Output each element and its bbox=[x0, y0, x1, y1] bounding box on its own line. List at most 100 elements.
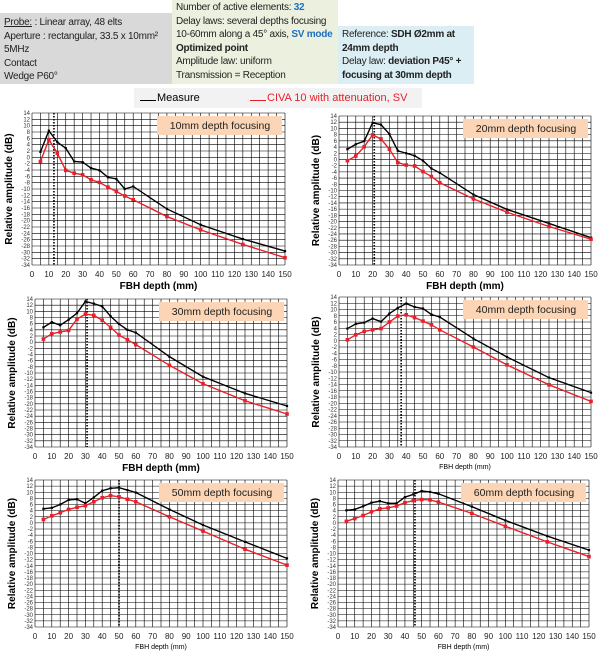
civa-data-point bbox=[589, 237, 593, 242]
x-tick-label: 150 bbox=[582, 632, 596, 641]
chart-title-box bbox=[463, 119, 588, 138]
civa-data-point bbox=[117, 333, 121, 337]
x-tick-label: 110 bbox=[516, 632, 529, 641]
y-tick-label: -10 bbox=[328, 370, 337, 376]
x-tick-label: 20 bbox=[64, 452, 73, 461]
chart-title: 30mm depth focusing bbox=[172, 306, 273, 318]
x-tick-label: 150 bbox=[584, 270, 598, 279]
civa-data-point bbox=[471, 197, 476, 201]
civa-data-point bbox=[362, 144, 366, 149]
x-tick-label: 140 bbox=[261, 270, 275, 279]
measure-data-point bbox=[67, 498, 70, 502]
y-tick-label: 2 bbox=[27, 149, 31, 155]
x-tick-label: 100 bbox=[196, 632, 210, 641]
probe-label: Probe: bbox=[4, 17, 32, 28]
y-tick-label: 2 bbox=[30, 334, 34, 340]
y-tick-label: -34 bbox=[21, 263, 30, 269]
measure-data-point bbox=[405, 302, 408, 305]
x-tick-label: 40 bbox=[402, 452, 411, 461]
x-tick-label: 30 bbox=[81, 632, 90, 641]
measure-data-point bbox=[438, 315, 441, 319]
y-tick-label: -10 bbox=[24, 552, 33, 558]
y-tick-label: -20 bbox=[24, 582, 33, 588]
y-tick-label: -32 bbox=[327, 619, 336, 625]
x-tick-label: 0 bbox=[30, 270, 35, 279]
x-tick-label: 30 bbox=[81, 452, 90, 461]
y-tick-label: -18 bbox=[24, 396, 33, 402]
delay-law-label: Delay law: bbox=[342, 56, 389, 67]
measure-data-point bbox=[126, 328, 129, 331]
x-tick-label: 50 bbox=[419, 452, 428, 461]
x-tick-label: 120 bbox=[230, 452, 244, 461]
measure-data-point bbox=[363, 140, 366, 143]
measure-data-point bbox=[201, 523, 205, 527]
measure-data-point bbox=[413, 305, 416, 309]
x-axis-label: FBH depth (mm) bbox=[438, 644, 490, 651]
y-tick-label: -18 bbox=[21, 212, 30, 218]
y-tick-label: -18 bbox=[328, 213, 337, 219]
measure-data-point bbox=[285, 404, 289, 408]
measure-data-point bbox=[370, 501, 373, 504]
measure-data-point bbox=[412, 493, 415, 496]
y-tick-label: 14 bbox=[23, 111, 30, 117]
amplitude-law: Amplitude law: uniform bbox=[176, 56, 272, 67]
civa-data-point bbox=[131, 197, 135, 202]
x-tick-label: 30 bbox=[384, 632, 393, 641]
civa-data-point bbox=[404, 313, 408, 317]
y-tick-label: -26 bbox=[24, 420, 33, 426]
measure-data-point bbox=[354, 143, 357, 146]
civa-data-point bbox=[134, 499, 138, 504]
y-tick-label: -32 bbox=[24, 439, 33, 445]
x-tick-label: 90 bbox=[182, 632, 191, 641]
measure-data-point bbox=[345, 509, 348, 512]
civa-data-point bbox=[379, 137, 383, 141]
y-axis-label: Relative amplitude (dB) bbox=[310, 498, 321, 609]
x-axis-label: FBH depth (mm) bbox=[426, 281, 504, 292]
x-tick-label: 110 bbox=[213, 632, 226, 641]
chart-6: -34-32-30-28-26-24-22-20-18-16-14-12-10-… bbox=[310, 478, 596, 651]
measure-data-point bbox=[81, 160, 84, 164]
x-tick-label: 100 bbox=[500, 452, 514, 461]
x-tick-label: 90 bbox=[486, 452, 495, 461]
y-tick-label: 12 bbox=[23, 117, 30, 123]
measure-data-point bbox=[75, 312, 79, 315]
y-tick-label: -34 bbox=[327, 625, 336, 631]
measure-data-point bbox=[430, 167, 433, 170]
measure-data-point bbox=[379, 123, 383, 126]
measure-series-line bbox=[347, 122, 592, 239]
measure-series-line bbox=[43, 486, 288, 560]
y-tick-label: -20 bbox=[21, 219, 30, 225]
measure-data-point bbox=[42, 326, 45, 329]
civa-data-point bbox=[83, 312, 88, 316]
x-tick-label: 150 bbox=[584, 452, 598, 461]
measure-data-point bbox=[353, 508, 356, 511]
y-tick-label: -8 bbox=[25, 181, 31, 187]
civa-data-point bbox=[419, 497, 424, 502]
x-tick-label: 40 bbox=[98, 452, 107, 461]
y-tick-label: -20 bbox=[328, 401, 337, 407]
y-tick-label: -12 bbox=[328, 195, 337, 201]
civa-data-point bbox=[352, 516, 357, 521]
x-tick-label: 50 bbox=[112, 270, 121, 279]
y-tick-label: -30 bbox=[328, 433, 337, 439]
measure-data-point bbox=[421, 307, 425, 310]
y-tick-label: -24 bbox=[328, 414, 337, 420]
civa-data-point bbox=[241, 242, 245, 247]
probe-frequency: 5MHz bbox=[4, 44, 30, 55]
y-tick-label: -8 bbox=[28, 365, 34, 371]
civa-data-point bbox=[100, 495, 104, 500]
measure-data-point bbox=[101, 305, 104, 308]
civa-data-point bbox=[394, 504, 399, 508]
measure-data-point bbox=[470, 505, 473, 508]
y-tick-label: -28 bbox=[24, 607, 33, 613]
y-tick-label: -22 bbox=[24, 588, 33, 594]
measure-data-point bbox=[421, 159, 425, 162]
measure-data-point bbox=[47, 129, 50, 132]
y-tick-label: -6 bbox=[331, 539, 337, 545]
measure-data-point bbox=[168, 508, 171, 511]
civa-series-line bbox=[347, 314, 592, 403]
y-tick-label: -14 bbox=[327, 564, 336, 570]
civa-data-point bbox=[429, 323, 434, 327]
measure-data-point bbox=[371, 121, 374, 124]
x-tick-label: 90 bbox=[484, 632, 493, 641]
